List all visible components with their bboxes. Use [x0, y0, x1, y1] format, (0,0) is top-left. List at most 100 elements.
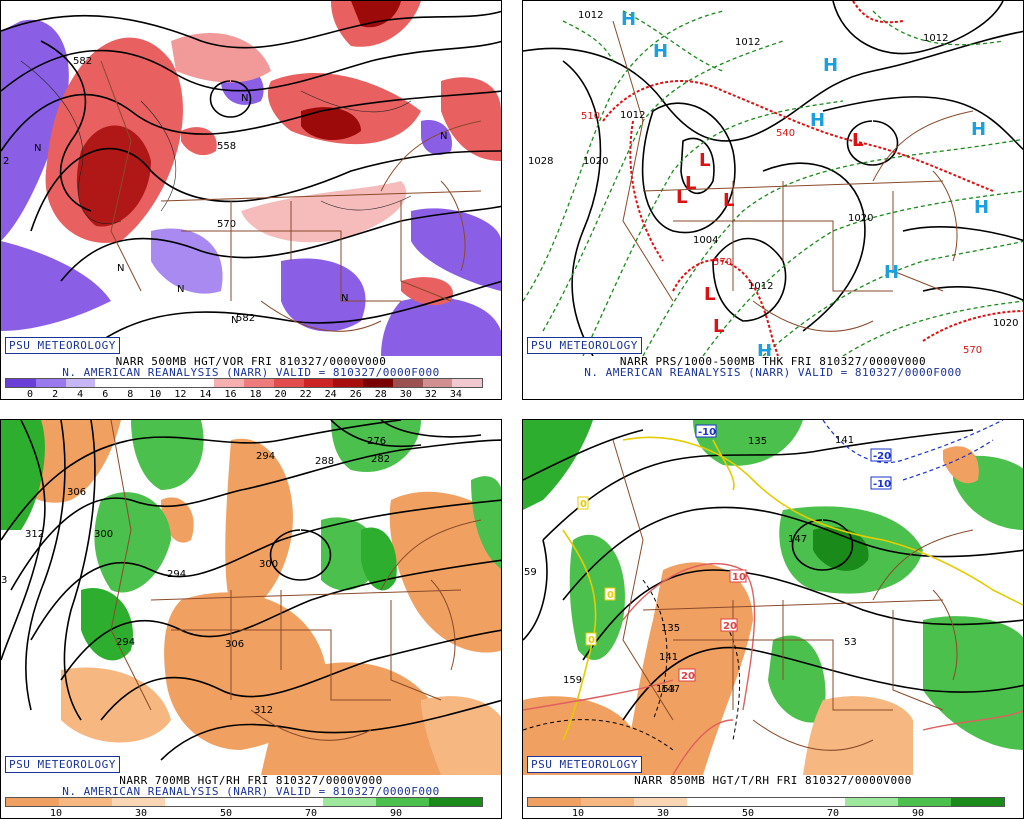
map-label: 294: [116, 637, 135, 648]
colorbar-swatch: [65, 379, 96, 387]
high-pressure-marker: H: [974, 197, 989, 218]
map-label: 510: [581, 111, 600, 122]
panel-850mb-temperature-rh: 159 135 141 147 153 147 59 53 135 141 -1…: [522, 419, 1024, 819]
map-label: 300: [94, 529, 113, 540]
colorbar: [5, 797, 483, 807]
map-label: 141: [659, 652, 678, 663]
colorbar-swatch: [184, 379, 215, 387]
colorbar-tick-label: 12: [174, 389, 187, 400]
colorbar-swatch: [58, 798, 112, 806]
map-label: 59: [524, 567, 537, 578]
low-pressure-marker: L: [685, 173, 696, 194]
map-700mb-rh: 306 312 300 294 288 282 276 294 300 306 …: [1, 420, 501, 775]
map-label: N: [177, 284, 184, 295]
map-label: N: [231, 315, 238, 326]
panel-subcaption: N. AMERICAN REANALYSIS (NARR) VALID = 81…: [62, 785, 440, 798]
panel-1000-500mb-thickness: 1012 1012 1012 510 1028 1020 540 1004 57…: [522, 0, 1024, 400]
map-label: 300: [259, 559, 278, 570]
map-label: N: [241, 93, 248, 104]
map-label: 147: [661, 684, 680, 695]
colorbar-swatch: [363, 379, 393, 387]
colorbar-tick-label: 90: [389, 808, 403, 819]
map-label: N: [341, 293, 348, 304]
map-label: 1012: [578, 10, 603, 21]
colorbar-swatch: [214, 379, 244, 387]
panel-500mb-vorticity: 582 558 570 582 N N N N N N N 2 PSU METE…: [0, 0, 502, 400]
map-label: 1028: [528, 156, 553, 167]
colorbar-tick-label: 4: [77, 389, 84, 400]
map-label: 582: [236, 313, 255, 324]
colorbar-swatch: [111, 798, 165, 806]
colorbar-swatch: [6, 379, 36, 387]
low-pressure-marker: L: [676, 187, 687, 208]
colorbar-tick-label: 30: [134, 808, 148, 819]
panel-caption: NARR 850MB HGT/T/RH FRI 810327/0000V000: [634, 774, 912, 787]
temperature-label: 20: [723, 621, 737, 632]
map-label: 1020: [583, 156, 608, 167]
psu-meteorology-label: PSU METEOROLOGY: [5, 337, 120, 354]
panel-caption: NARR 700MB HGT/RH FRI 810327/0000V000: [119, 774, 383, 787]
high-pressure-marker: H: [823, 55, 838, 76]
colorbar-swatch: [686, 798, 740, 806]
map-label: 3: [1, 575, 7, 586]
map-label: 135: [661, 623, 680, 634]
colorbar-tick-label: 0: [27, 389, 34, 400]
psu-meteorology-label: PSU METEOROLOGY: [527, 337, 642, 354]
colorbar-swatch: [35, 379, 66, 387]
map-label: 312: [254, 705, 273, 716]
map-label: 582: [73, 56, 92, 67]
map-label: 135: [748, 436, 767, 447]
map-label: 306: [67, 487, 86, 498]
colorbar-tick-label: 30: [656, 808, 670, 819]
map-pressure-thickness: 1012 1012 1012 510 1028 1020 540 1004 57…: [523, 1, 1023, 356]
map-label: 1020: [993, 318, 1018, 329]
colorbar-tick-label: 70: [826, 808, 840, 819]
colorbar-tick-label: 34: [449, 389, 462, 400]
colorbar-swatch: [244, 379, 274, 387]
colorbar-swatch: [845, 798, 899, 806]
map-label: 558: [217, 141, 236, 152]
colorbar-swatch: [452, 379, 482, 387]
map-label: 1012: [748, 281, 773, 292]
colorbar-tick-label: 90: [911, 808, 925, 819]
colorbar-swatch: [580, 798, 634, 806]
colorbar-tick-label: 22: [299, 389, 312, 400]
high-pressure-marker: H: [653, 41, 668, 62]
map-label: 2: [3, 156, 9, 167]
colorbar-tick-label: 24: [324, 389, 337, 400]
colorbar-tick-label: 18: [249, 389, 262, 400]
colorbar-tick-label: 26: [349, 389, 362, 400]
temperature-label: -10: [873, 479, 891, 490]
colorbar-tick-label: 16: [224, 389, 237, 400]
temperature-label: 10: [732, 572, 746, 583]
colorbar-tick-label: 10: [49, 808, 63, 819]
map-label: 1012: [923, 33, 948, 44]
colorbar-swatch: [303, 379, 334, 387]
temperature-label: 20: [681, 671, 695, 682]
colorbar-swatch: [422, 379, 453, 387]
colorbar-swatch: [154, 379, 185, 387]
temperature-label: 0: [580, 499, 587, 510]
colorbar-tick-label: 14: [199, 389, 212, 400]
map-label: 276: [367, 436, 386, 447]
map-label: 141: [835, 435, 854, 446]
colorbar-swatch: [392, 379, 423, 387]
colorbar-swatch: [270, 798, 324, 806]
colorbar-ticks: 0 2 4 6 8 10 12 14 16 18 20 22 24 26 28 30 32 34: [5, 389, 481, 400]
colorbar-swatch: [951, 798, 1005, 806]
map-label: N: [440, 131, 447, 142]
colorbar-swatch: [898, 798, 952, 806]
colorbar-swatch: [217, 798, 271, 806]
colorbar-tick-label: 28: [374, 389, 387, 400]
map-label: 1012: [735, 37, 760, 48]
high-pressure-marker: H: [810, 110, 825, 131]
map-label: 1020: [848, 213, 873, 224]
high-pressure-marker: H: [621, 9, 636, 30]
colorbar-tick-label: 10: [149, 389, 162, 400]
map-label: 540: [776, 128, 795, 139]
colorbar-swatch: [739, 798, 793, 806]
colorbar-tick-label: 70: [304, 808, 318, 819]
high-pressure-marker: H: [884, 262, 899, 283]
map-500mb-vorticity: 582 558 570 582 N N N N N N N 2: [1, 1, 501, 356]
map-label: 1012: [620, 110, 645, 121]
